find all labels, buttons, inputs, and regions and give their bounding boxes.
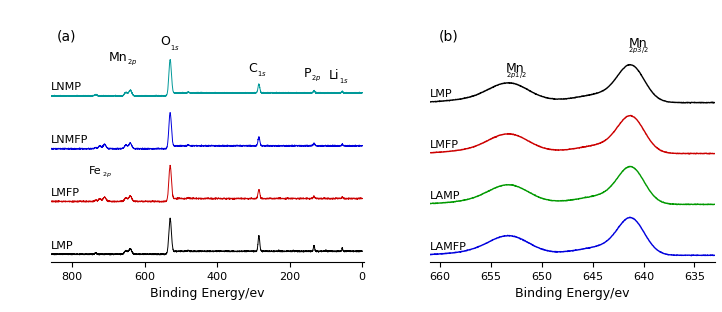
Text: (a): (a) <box>57 29 77 43</box>
Text: (b): (b) <box>438 29 458 43</box>
Text: Mn: Mn <box>628 37 647 50</box>
Text: $_{2p3/2}$: $_{2p3/2}$ <box>628 46 649 56</box>
X-axis label: Binding Energy/ev: Binding Energy/ev <box>150 287 264 300</box>
Text: $_{2p}$: $_{2p}$ <box>127 58 138 68</box>
Text: Mn: Mn <box>506 62 525 75</box>
Text: $_{2p}$: $_{2p}$ <box>311 74 321 84</box>
X-axis label: Binding Energy/ev: Binding Energy/ev <box>515 287 630 300</box>
Text: C: C <box>248 62 257 75</box>
Text: $_{2p}$: $_{2p}$ <box>102 171 112 180</box>
Text: LMP: LMP <box>430 89 453 99</box>
Text: LAMP: LAMP <box>430 191 461 201</box>
Text: $_{2p1/2}$: $_{2p1/2}$ <box>506 71 527 81</box>
Text: Mn: Mn <box>109 51 127 64</box>
Text: P: P <box>303 67 311 80</box>
Text: $_{1s}$: $_{1s}$ <box>170 43 180 53</box>
Text: $_{1s}$: $_{1s}$ <box>257 69 267 79</box>
Text: O: O <box>160 35 170 48</box>
Text: LMFP: LMFP <box>430 140 458 150</box>
Text: LNMFP: LNMFP <box>51 135 89 145</box>
Text: LNMP: LNMP <box>51 82 82 92</box>
Text: LMFP: LMFP <box>51 188 80 198</box>
Text: $_{1s}$: $_{1s}$ <box>339 76 349 86</box>
Text: Fe: Fe <box>90 166 102 176</box>
Text: Li: Li <box>329 69 339 82</box>
Text: LAMFP: LAMFP <box>430 242 466 252</box>
Text: LMP: LMP <box>51 241 74 251</box>
